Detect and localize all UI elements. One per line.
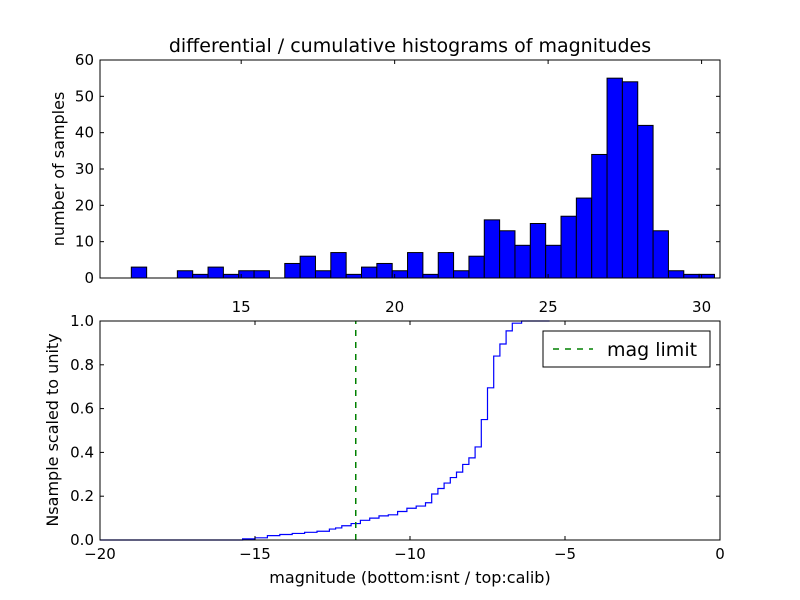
histogram-bar — [637, 124, 654, 279]
histogram-x-tick-label: 30 — [692, 298, 711, 316]
histogram-x-tick-label: 15 — [232, 298, 251, 316]
cumulative-y-tick-label: 0.8 — [70, 356, 94, 374]
histogram-bar — [192, 273, 209, 279]
histogram-bar — [591, 153, 608, 279]
histogram-panel: differential / cumulative histograms of … — [49, 35, 721, 316]
histogram-bars — [130, 77, 715, 279]
histogram-bar — [130, 266, 148, 279]
histogram-y-tick-label: 10 — [75, 233, 94, 251]
cumulative-panel: magnitude (bottom:isnt / top:calib) Nsam… — [43, 312, 725, 587]
cumulative-x-tick-label: −10 — [394, 545, 426, 563]
histogram-bar — [575, 197, 593, 279]
histogram-title: differential / cumulative histograms of … — [169, 35, 651, 57]
histogram-bar — [422, 273, 439, 279]
histogram-bar — [545, 244, 562, 279]
histogram-bar — [560, 215, 577, 279]
histogram-bar — [284, 262, 301, 279]
cumulative-y-tick-label: 1.0 — [70, 312, 94, 330]
histogram-bar — [499, 230, 516, 279]
legend: mag limit — [542, 330, 711, 368]
histogram-bar — [606, 77, 623, 279]
histogram-bar — [176, 270, 194, 279]
histogram-x-tick-label: 20 — [385, 298, 404, 316]
histogram-y-tick-label: 0 — [84, 269, 94, 287]
histogram-y-tick-label: 60 — [75, 51, 94, 69]
histogram-y-tick-label: 40 — [75, 124, 94, 142]
cumulative-axes-frame — [99, 320, 721, 541]
histogram-bar — [529, 223, 547, 279]
histogram-ticks: 0 10 20 30 40 50 60 15 20 25 30 — [75, 51, 720, 316]
histogram-x-tick-label: 25 — [539, 298, 558, 316]
histogram-bar — [683, 273, 700, 279]
histogram-y-tick-label: 30 — [75, 160, 94, 178]
histogram-bar — [667, 270, 685, 279]
histogram-y-tick-label: 50 — [75, 87, 94, 105]
histogram-bar — [207, 266, 224, 279]
cumulative-x-tick-label: −5 — [554, 545, 576, 563]
histogram-bar — [453, 270, 470, 279]
histogram-bar — [652, 230, 669, 279]
histogram-bar — [345, 273, 363, 279]
cumulative-x-tick-label: −15 — [239, 545, 271, 563]
histogram-bar — [330, 252, 347, 279]
legend-mag-limit-label: mag limit — [607, 339, 697, 361]
cumulative-x-label: magnitude (bottom:isnt / top:calib) — [269, 568, 550, 587]
cumulative-y-tick-label: 0.2 — [70, 487, 94, 505]
histogram-bar — [483, 219, 501, 279]
cumulative-x-tick-label: 0 — [715, 545, 725, 563]
histogram-bar — [314, 270, 332, 279]
histogram-bar — [468, 255, 485, 279]
histogram-bar — [376, 262, 393, 279]
histogram-bar — [222, 273, 240, 279]
cumulative-y-tick-label: 0.4 — [70, 443, 94, 461]
histogram-bar — [514, 244, 531, 279]
cumulative-y-tick-label: 0.6 — [70, 400, 94, 418]
histogram-axes-frame — [99, 59, 721, 279]
cumulative-step-line — [100, 320, 550, 541]
cumulative-lines — [100, 320, 550, 541]
histogram-y-tick-label: 20 — [75, 196, 94, 214]
cumulative-y-tick-label: 0.0 — [70, 531, 94, 549]
cumulative-ticks: 0.0 0.2 0.4 0.6 0.8 1.0 −20 −15 −10 −5 0 — [70, 312, 725, 563]
cumulative-x-tick-label: −20 — [84, 545, 116, 563]
histogram-bar — [437, 252, 455, 279]
histogram-bar — [407, 252, 424, 279]
histogram-bar — [361, 266, 378, 279]
cumulative-y-label: Nsample scaled to unity — [43, 333, 62, 526]
histogram-bar — [299, 255, 316, 279]
histogram-bar — [621, 81, 639, 279]
histogram-bar — [253, 270, 270, 279]
histogram-y-label: number of samples — [49, 92, 68, 247]
